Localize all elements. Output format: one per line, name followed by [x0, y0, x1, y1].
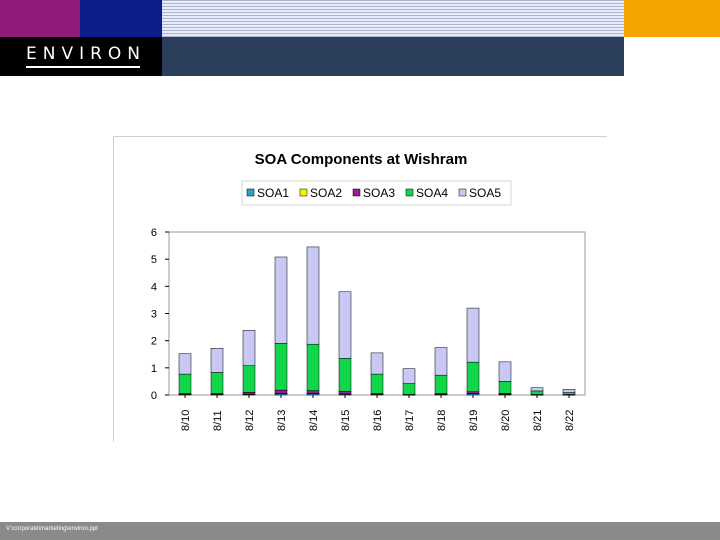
bar-soa4	[498, 381, 512, 394]
header-navy-block	[80, 0, 162, 37]
bar-soa3	[242, 392, 256, 395]
x-tick-label: 8/17	[404, 410, 416, 431]
bar-soa5	[434, 347, 448, 376]
x-tick-label: 8/16	[372, 410, 384, 431]
bar-soa4	[338, 358, 352, 392]
y-tick-label: 3	[151, 309, 157, 321]
y-tick-label: 0	[151, 390, 157, 402]
logo-underline	[26, 66, 140, 68]
bar-soa5	[242, 330, 256, 366]
header-striped-band	[162, 0, 624, 37]
y-tick-label: 5	[151, 254, 157, 266]
bar-soa4	[402, 383, 416, 395]
legend-swatch-soa2	[299, 188, 308, 197]
bar-soa5	[530, 387, 544, 392]
bar-soa5	[338, 291, 352, 359]
x-tick-label: 8/13	[276, 410, 288, 431]
legend-swatch-soa4	[405, 188, 414, 197]
chart-title: SOA Components at Wishram	[255, 151, 468, 168]
legend-label-soa2: SOA2	[310, 186, 342, 200]
y-axis: 0 1 2 3 4 5 6	[151, 227, 169, 402]
bar-soa5	[562, 389, 576, 393]
logo-text: ENVIRON	[26, 44, 147, 64]
bar-soa5	[498, 361, 512, 382]
bar-soa4	[242, 365, 256, 393]
header-orange-block	[624, 0, 720, 37]
x-tick-label: 8/18	[436, 410, 448, 431]
bar-soa4	[306, 343, 320, 391]
bar-soa5	[178, 353, 192, 375]
legend-label-soa3: SOA3	[363, 186, 395, 200]
bars	[178, 246, 576, 396]
legend-label-soa5: SOA5	[469, 186, 501, 200]
x-tick-label: 8/20	[500, 410, 512, 431]
header-purple-block	[0, 0, 80, 37]
legend-label-soa4: SOA4	[416, 186, 448, 200]
header-logo-panel	[0, 37, 162, 76]
bar-soa5	[402, 368, 416, 384]
x-tick-label: 8/15	[340, 410, 352, 431]
x-tick-label: 8/19	[468, 410, 480, 431]
y-tick-label: 4	[151, 281, 157, 293]
x-axis: 8/10 8/11 8/12 8/13 8/14 8/15 8/16 8/17 8/18 8/19…	[180, 395, 576, 431]
bar-soa4	[434, 374, 448, 394]
bar-soa3	[274, 389, 288, 394]
x-tick-label: 8/21	[532, 410, 544, 431]
bar-soa5	[306, 246, 320, 345]
y-tick-label: 1	[151, 363, 157, 375]
x-tick-label: 8/12	[244, 410, 256, 431]
bar-soa4	[210, 372, 224, 394]
legend-swatch-soa1	[246, 188, 255, 197]
footer-bar: V:\corporate\marketing\environ.ppt	[0, 522, 720, 540]
soa-chart: SOA Components at Wishram SOA1 SOA2 SOA3 SO…	[151, 151, 586, 431]
bar-soa5	[370, 352, 384, 375]
bar-soa4	[274, 343, 288, 391]
bar-soa3	[306, 390, 320, 394]
y-tick-label: 6	[151, 227, 157, 239]
bar-soa4	[178, 373, 192, 394]
bar-soa5	[274, 256, 288, 344]
environ-logo: ENVIRON	[26, 44, 140, 70]
bar-soa5	[210, 348, 224, 373]
x-tick-label: 8/11	[212, 410, 224, 431]
chart-container: SOA Components at Wishram SOA1 SOA2 SOA3 SO…	[113, 136, 607, 442]
bar-soa4	[562, 392, 576, 395]
bar-soa4	[466, 361, 480, 392]
x-tick-label: 8/14	[308, 410, 320, 431]
x-tick-label: 8/10	[180, 410, 192, 431]
header-slate-band	[162, 37, 624, 76]
footer-path: V:\corporate\marketing\environ.ppt	[6, 526, 98, 532]
legend-swatch-soa3	[352, 188, 361, 197]
legend-label-soa1: SOA1	[257, 186, 289, 200]
bar-soa4	[370, 373, 384, 394]
bar-soa5	[466, 307, 480, 363]
legend-swatch-soa5	[458, 188, 467, 197]
x-tick-label: 8/22	[564, 410, 576, 431]
bar-soa3	[338, 391, 352, 395]
y-tick-label: 2	[151, 336, 157, 348]
legend: SOA1 SOA2 SOA3 SOA4 SOA5	[246, 186, 501, 200]
bar-soa4	[530, 390, 544, 395]
